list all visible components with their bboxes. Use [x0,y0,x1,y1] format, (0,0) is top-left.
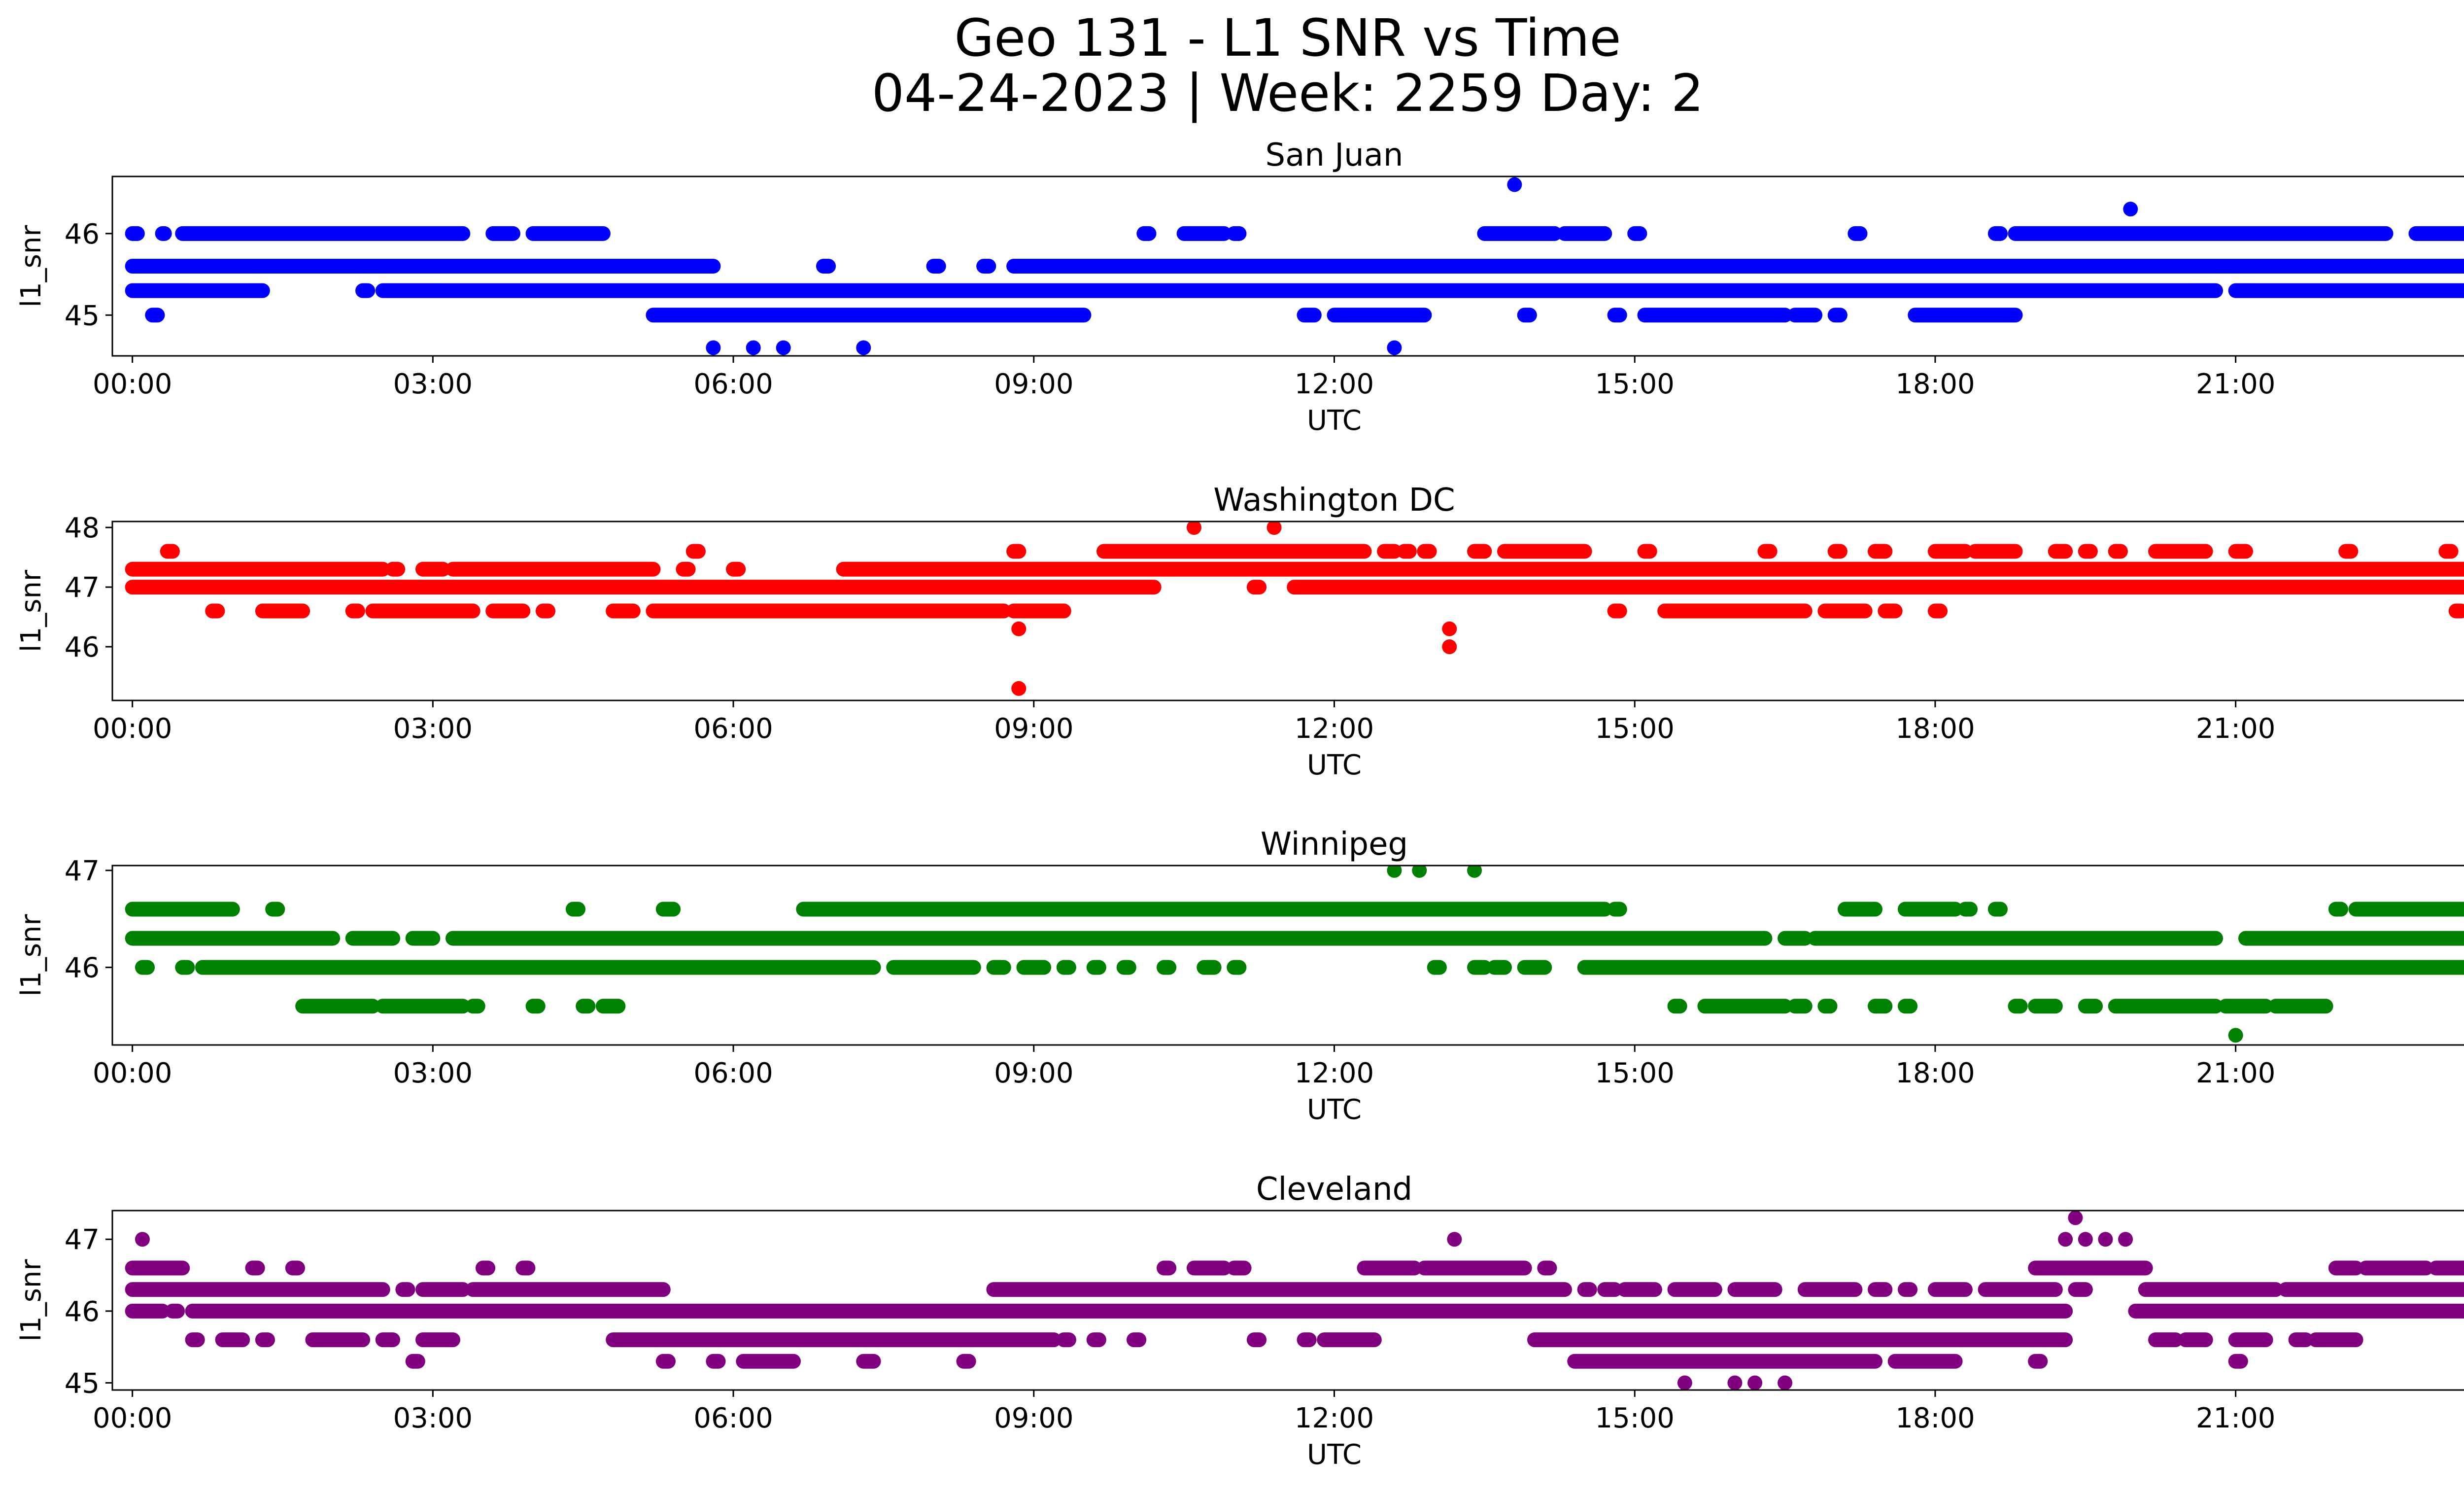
x-tick-label: 00:00 [93,1057,172,1089]
x-axis-label: UTC [1307,405,1362,437]
y-tick-label: 46 [65,218,100,250]
x-tick-label: 00:00 [93,713,172,745]
data-point [135,1232,150,1247]
y-tick-label: 46 [65,1296,100,1328]
data-point [2118,1232,2133,1247]
panel-title-washington-dc: Washington DC [1213,482,1455,519]
panel-winnipeg: Winnipeg 00:00 03:00 06:00 09:00 12:00 15:00 18… [15,826,2464,1126]
y-tick-label: 46 [65,631,100,663]
series-winnipeg [125,866,2464,1043]
x-tick-label: 18:00 [1895,368,1975,400]
x-axis-label: UTC [1307,1094,1362,1126]
x-tick-label: 15:00 [1595,713,1675,745]
x-tick-label: 03:00 [393,1402,473,1434]
x-tick-label: 09:00 [994,368,1073,400]
data-point [2098,1232,2113,1247]
subplot-panels: San Juan 00:00 03:00 06:00 09:00 12:00 15:00 18… [15,137,2464,1471]
x-tick-label: 12:00 [1295,713,1374,745]
panel-cleveland: Cleveland 00:00 03:00 06:00 09:00 12:00 15:00 1… [15,1171,2464,1471]
data-point [1387,866,1402,878]
y-tick-label: 45 [65,1367,100,1399]
y-axis-label: l1_snr [15,225,47,308]
x-tick-label: 06:00 [693,1402,773,1434]
y-tick-label: 47 [65,572,100,604]
plot-frame [111,865,2464,1046]
x-tick-label: 21:00 [2196,1402,2275,1434]
x-tick-label: 12:00 [1295,368,1374,400]
x-tick-label: 06:00 [693,713,773,745]
panel-title-cleveland: Cleveland [1256,1171,1412,1208]
data-point [1778,1375,1793,1390]
data-point [1266,522,1282,535]
data-point [1747,1375,1763,1390]
data-point [1011,621,1027,636]
x-tick-label: 09:00 [994,1057,1073,1089]
data-point [2068,1211,2083,1225]
x-tick-label: 06:00 [693,368,773,400]
x-tick-label: 18:00 [1895,1057,1975,1089]
y-axis-label: l1_snr [15,569,47,652]
data-point [1011,681,1027,696]
data-point [856,340,871,355]
figure-title-line1: Geo 131 - L1 SNR vs Time [954,8,1621,68]
data-point [1412,866,1427,878]
y-tick-label: 46 [65,952,100,984]
data-point [2058,1232,2073,1247]
data-point [1442,639,1457,655]
data-point [1467,866,1482,878]
data-point [1387,340,1402,355]
x-tick-label: 21:00 [2196,368,2275,400]
x-tick-label: 03:00 [393,1057,473,1089]
data-point [2123,202,2138,217]
figure-title-line2: 04-24-2023 | Week: 2259 Day: 2 [872,63,1704,123]
data-point [2078,1232,2093,1247]
x-tick-label: 18:00 [1895,1402,1975,1434]
data-point [1677,1375,1692,1390]
x-tick-label: 21:00 [2196,713,2275,745]
panel-san-juan: San Juan 00:00 03:00 06:00 09:00 12:00 15:00 18… [15,137,2464,437]
panel-washington-dc: Washington DC 00:00 03:00 06:00 09:00 12:00 15… [15,482,2464,781]
data-point [1186,522,1201,535]
data-point [706,340,721,355]
x-tick-label: 15:00 [1595,1057,1675,1089]
data-point [1727,1375,1743,1390]
panel-title-winnipeg: Winnipeg [1261,826,1408,863]
x-tick-label: 12:00 [1295,1057,1374,1089]
x-tick-label: 00:00 [93,1402,172,1434]
data-point [1447,1232,1462,1247]
x-tick-label: 15:00 [1595,368,1675,400]
series-cleveland [125,1211,2464,1390]
y-axis-label: l1_snr [15,1259,47,1342]
x-tick-label: 09:00 [994,713,1073,745]
x-tick-label: 15:00 [1595,1402,1675,1434]
x-tick-label: 00:00 [93,368,172,400]
y-tick-label: 48 [65,512,100,544]
x-axis-label: UTC [1307,1439,1362,1471]
data-point [1507,177,1522,192]
x-tick-label: 09:00 [994,1402,1073,1434]
x-axis-label: UTC [1307,749,1362,781]
y-tick-label: 47 [65,1224,100,1256]
x-tick-label: 03:00 [393,368,473,400]
data-point [746,340,761,355]
data-point [2228,1028,2243,1043]
y-axis-label: l1_snr [15,914,47,997]
y-tick-label: 45 [65,300,100,332]
series-washington-dc [125,522,2464,696]
x-tick-label: 18:00 [1895,713,1975,745]
data-point [776,340,791,355]
x-tick-label: 06:00 [693,1057,773,1089]
series-san-juan [125,177,2464,355]
x-tick-label: 12:00 [1295,1402,1374,1434]
x-tick-label: 03:00 [393,713,473,745]
x-tick-label: 21:00 [2196,1057,2275,1089]
data-point [1442,621,1457,636]
y-tick-label: 47 [65,855,100,887]
panel-title-san-juan: San Juan [1266,137,1403,174]
